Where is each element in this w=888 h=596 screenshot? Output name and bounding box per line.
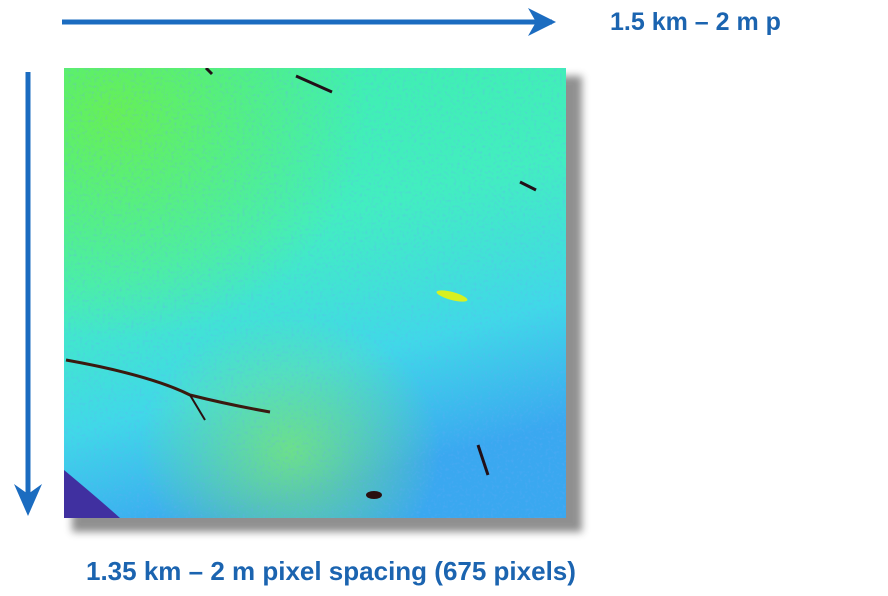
figure [0,0,888,596]
horizontal-label: 1.5 km – 2 m p [610,8,781,37]
slide: 1.5 km – 2 m p 1.35 km – 2 m pixel spaci… [0,0,888,596]
vertical-label: 1.35 km – 2 m pixel spacing (675 pixels) [86,556,576,587]
elevation-image [64,68,566,520]
